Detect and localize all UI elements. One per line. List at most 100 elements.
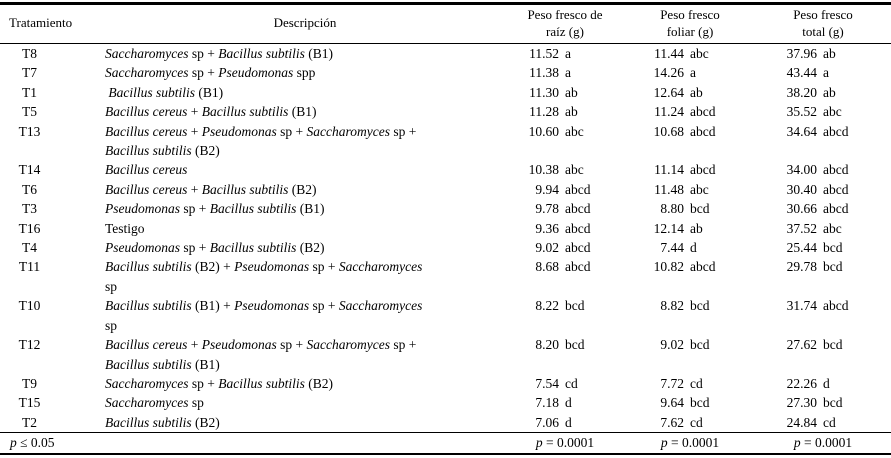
column-header-treatment: Tratamiento bbox=[0, 3, 105, 44]
foliar-weight-cell: 7.72 cd bbox=[625, 374, 755, 393]
significance-group: bcd bbox=[823, 259, 843, 275]
text-fragment: (B1) bbox=[296, 201, 325, 217]
total-weight-cell: 31.74 abcd bbox=[755, 296, 891, 335]
treatment-cell: T10 bbox=[18, 298, 41, 314]
description-cell: Saccharomyces sp bbox=[105, 393, 505, 412]
total-weight-cell: 27.62 bcd bbox=[755, 335, 891, 374]
total-weight-cell: 34.00 abcd bbox=[755, 160, 891, 179]
table-row: T9 Saccharomyces sp + Bacillus subtilis (… bbox=[0, 374, 891, 393]
species-name: Pseudomonas bbox=[234, 259, 310, 275]
weight-value: 43.44 bbox=[786, 65, 817, 81]
significance-group: abcd bbox=[690, 123, 716, 139]
weight-value: 11.30 bbox=[529, 84, 559, 100]
significance-group: abc bbox=[565, 162, 584, 178]
weight-value: 8.68 bbox=[535, 259, 559, 275]
description-cell: Pseudomonas sp + Bacillus subtilis (B1) bbox=[105, 199, 505, 218]
weight-value: 10.38 bbox=[528, 162, 559, 178]
significance-group: abc bbox=[823, 220, 842, 236]
treatment-cell: T5 bbox=[22, 104, 37, 120]
weight-value: 11.24 bbox=[654, 104, 684, 120]
species-name: Bacillus subtilis bbox=[105, 414, 192, 430]
significance-group: bcd bbox=[690, 337, 710, 353]
significance-group: bcd bbox=[690, 395, 710, 411]
species-name: Bacillus subtilis bbox=[105, 298, 192, 314]
table-row: T5 Bacillus cereus + Bacillus subtilis (B… bbox=[0, 102, 891, 121]
total-weight-cell: 30.66 abcd bbox=[755, 199, 891, 218]
species-name: p bbox=[10, 435, 17, 451]
text-fragment: (B2) bbox=[304, 375, 333, 391]
header-line: foliar (g) bbox=[666, 23, 714, 39]
species-name: Saccharomyces bbox=[105, 375, 189, 391]
significance-group: abcd bbox=[690, 162, 716, 178]
species-name: Saccharomyces bbox=[105, 65, 189, 81]
foliar-weight-cell: 10.82 abcd bbox=[625, 257, 755, 296]
species-name: Pseudomonas bbox=[105, 201, 180, 217]
table-footer: p ≤ 0.05 p = 0.0001 p = 0.0001 p = 0.000… bbox=[0, 432, 891, 455]
foliar-weight-cell: 7.44 d bbox=[625, 238, 755, 257]
column-header-total-fresh-weight: Peso fresco total (g) bbox=[755, 3, 891, 44]
text-fragment: ≤ 0.05 bbox=[16, 435, 55, 451]
significance-group: ab bbox=[565, 104, 578, 120]
text-fragment: sp bbox=[105, 317, 118, 333]
root-weight-cell: 11.38 a bbox=[505, 63, 625, 82]
foliar-weight-cell: 9.64 bcd bbox=[625, 393, 755, 412]
treatment-cell: T9 bbox=[22, 375, 37, 391]
species-name: p bbox=[535, 435, 543, 451]
p-value-root: p = 0.0001 bbox=[505, 432, 625, 455]
root-weight-cell: 9.36 abcd bbox=[505, 219, 625, 238]
significance-group: abc bbox=[690, 181, 709, 197]
header-line: total (g) bbox=[802, 23, 844, 39]
text-fragment: (B2) + bbox=[191, 259, 235, 275]
species-name: Bacillus subtilis bbox=[105, 356, 192, 372]
text-fragment: + bbox=[187, 123, 202, 139]
table-row: T15 Saccharomyces sp 7.18 d 9.64 bcd 27.30 bcd bbox=[0, 393, 891, 412]
weight-value: 29.78 bbox=[786, 259, 817, 275]
treatment-cell: T14 bbox=[18, 162, 41, 178]
total-weight-cell: 35.52 abc bbox=[755, 102, 891, 121]
weight-value: 27.62 bbox=[786, 337, 817, 353]
description-cell: Bacillus subtilis (B1) + Pseudomonas sp … bbox=[105, 296, 505, 335]
table-header: Tratamiento Descripción Peso fresco de r… bbox=[0, 3, 891, 44]
text-fragment: (B1) bbox=[191, 356, 220, 372]
total-weight-cell: 43.44 a bbox=[755, 63, 891, 82]
root-weight-cell: 8.22 bcd bbox=[505, 296, 625, 335]
significance-group: abcd bbox=[690, 259, 716, 275]
significance-group: abcd bbox=[823, 298, 849, 314]
species-name: Bacillus subtilis bbox=[218, 46, 305, 61]
species-name: Bacillus subtilis bbox=[201, 181, 289, 197]
column-header-root-fresh-weight: Peso fresco de raíz (g) bbox=[505, 3, 625, 44]
column-header-foliar-fresh-weight: Peso fresco foliar (g) bbox=[625, 3, 755, 44]
text-fragment: sp + bbox=[180, 201, 210, 217]
weight-value: 12.64 bbox=[653, 84, 684, 100]
species-name: Bacillus cereus bbox=[105, 104, 188, 120]
weight-value: 38.20 bbox=[786, 84, 817, 100]
description-cell: Bacillus subtilis (B2) bbox=[105, 413, 505, 433]
significance-group: bcd bbox=[823, 240, 843, 256]
foliar-weight-cell: 9.02 bcd bbox=[625, 335, 755, 374]
significance-group: ab bbox=[690, 84, 703, 100]
weight-value: 9.36 bbox=[535, 220, 559, 236]
weight-value: 8.82 bbox=[660, 298, 684, 314]
table-row: T13 Bacillus cereus + Pseudomonas sp + Sa… bbox=[0, 122, 891, 161]
text-fragment: (B2) bbox=[191, 414, 220, 430]
text-fragment: + bbox=[187, 181, 202, 197]
species-name: Bacillus subtilis bbox=[108, 84, 196, 100]
weight-value: 7.72 bbox=[660, 375, 684, 391]
weight-value: 8.22 bbox=[535, 298, 559, 314]
foliar-weight-cell: 8.82 bcd bbox=[625, 296, 755, 335]
foliar-weight-cell: 7.62 cd bbox=[625, 413, 755, 433]
p-value-foliar: p = 0.0001 bbox=[625, 432, 755, 455]
text-fragment: sp + bbox=[180, 240, 210, 256]
root-weight-cell: 11.52 a bbox=[505, 44, 625, 64]
total-weight-cell: 38.20 ab bbox=[755, 83, 891, 102]
species-name: Bacillus cereus bbox=[105, 337, 188, 353]
root-weight-cell: 11.30 ab bbox=[505, 83, 625, 102]
significance-group: abcd bbox=[565, 220, 591, 236]
text-fragment: (B1) bbox=[304, 46, 333, 61]
weight-value: 8.80 bbox=[660, 201, 684, 217]
species-name: Saccharomyces bbox=[338, 298, 423, 314]
text-fragment: sp + bbox=[188, 65, 219, 81]
root-weight-cell: 9.94 abcd bbox=[505, 180, 625, 199]
species-name: Bacillus subtilis bbox=[218, 375, 305, 391]
